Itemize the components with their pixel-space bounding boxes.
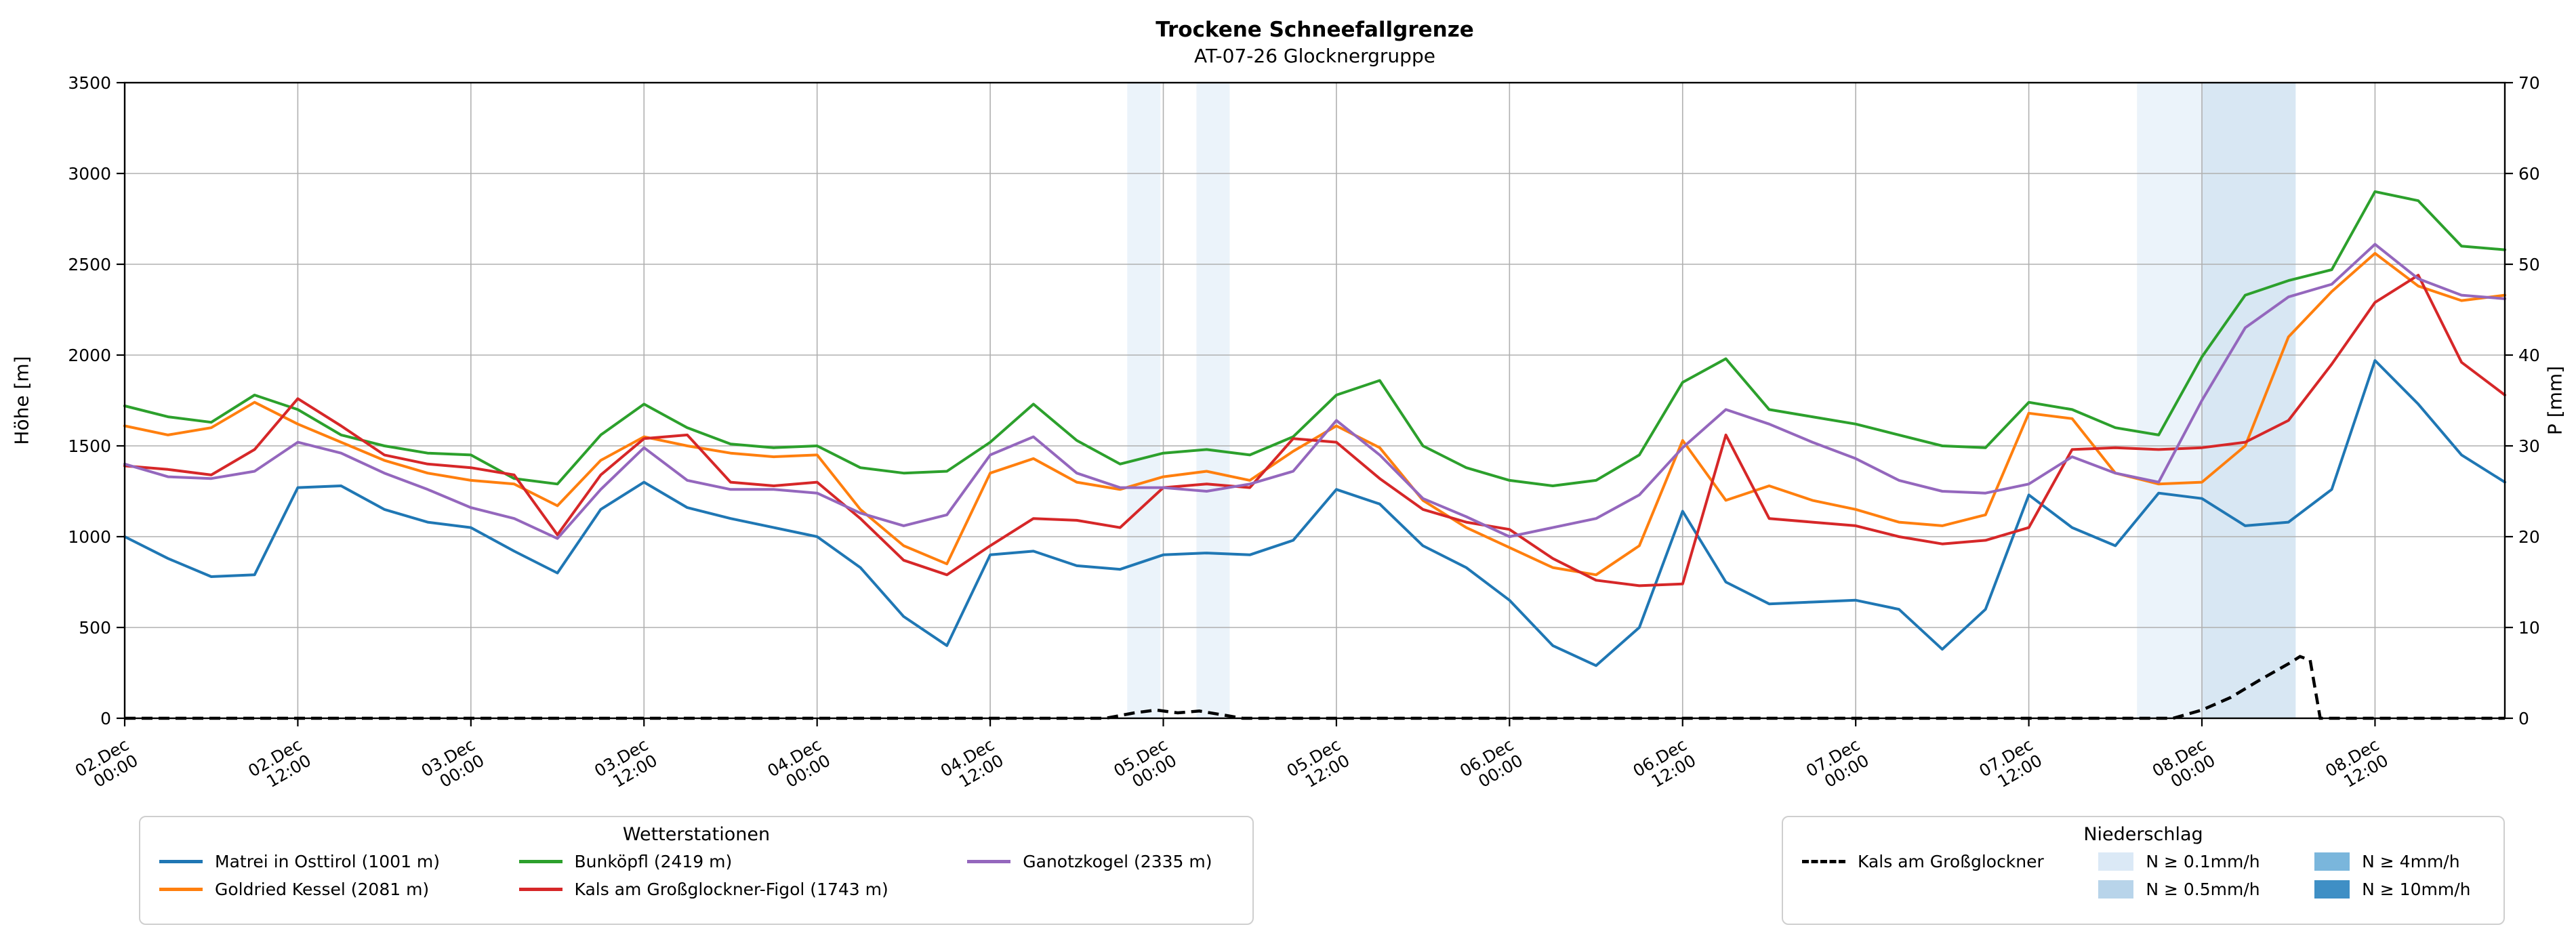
series-line-ganotzkogel-2335-m xyxy=(123,243,2506,540)
y-left-tick-label: 1500 xyxy=(68,436,111,456)
line-swatch-orange xyxy=(159,888,203,891)
x-tick-label: 04.Dec00:00 xyxy=(764,735,834,797)
y-left-tick-label: 500 xyxy=(79,618,111,638)
y-right-tick-label: 20 xyxy=(2518,527,2540,547)
y-left-tick-label: 2000 xyxy=(68,346,111,365)
y-left-tick-label: 2500 xyxy=(68,255,111,274)
chart-subtitle: AT-07-26 Glocknergruppe xyxy=(1194,45,1435,67)
legend-label: Goldried Kessel (2081 m) xyxy=(215,880,430,899)
y-right-tick-label: 0 xyxy=(2518,709,2529,728)
x-tick-label: 05.Dec12:00 xyxy=(1284,735,1353,797)
x-tick-label: 08.Dec00:00 xyxy=(2149,735,2219,797)
patch-swatch-n4 xyxy=(2314,852,2350,871)
y-left-tick-label: 0 xyxy=(100,709,111,728)
y-right-tick-label: 50 xyxy=(2518,255,2540,274)
legend-weather-stations: Wetterstationen Matrei in Osttirol (1001… xyxy=(139,816,1254,925)
series-line-matrei-in-osttirol-1001-m xyxy=(123,359,2506,667)
legend-stations-grid: Matrei in Osttirol (1001 m) Bunköpfl (24… xyxy=(159,852,1233,899)
y-right-tick-label: 30 xyxy=(2518,436,2540,456)
legend-label: Ganotzkogel (2335 m) xyxy=(1023,852,1212,871)
series-line-kals-am-gro-glockner-figol-1743-m xyxy=(123,274,2506,587)
y-right-tick-label: 40 xyxy=(2518,346,2540,365)
legend-label: N ≥ 4mm/h xyxy=(2362,852,2460,871)
x-tick-label: 08.Dec12:00 xyxy=(2322,735,2392,797)
precip-band xyxy=(2137,83,2203,718)
legend-item-ganotzkogel: Ganotzkogel (2335 m) xyxy=(967,852,1233,871)
legend-label: N ≥ 0.1mm/h xyxy=(2146,852,2260,871)
legend-precip-grid: Kals am Großglockner N ≥ 0.1mm/h N ≥ 4mm… xyxy=(1802,852,2485,899)
x-tick-label: 02.Dec12:00 xyxy=(245,735,314,797)
series-line-bunk-pfl-2419-m xyxy=(123,190,2506,487)
legend-item-bunkoepfl: Bunköpfl (2419 m) xyxy=(518,852,910,871)
y-left-tick-label: 3000 xyxy=(68,164,111,184)
series-lines xyxy=(123,190,2506,667)
legend-item-kals-figol: Kals am Großglockner-Figol (1743 m) xyxy=(518,880,910,899)
tick-marks xyxy=(117,81,2513,726)
chart-title: Trockene Schneefallgrenze xyxy=(1156,18,1474,42)
legend-precip-title: Niederschlag xyxy=(2083,824,2203,845)
precip-dashed-line xyxy=(125,655,2505,720)
line-swatch-blue xyxy=(159,860,203,863)
legend-item-matrei: Matrei in Osttirol (1001 m) xyxy=(159,852,462,871)
precip-band xyxy=(1127,83,1161,718)
grid xyxy=(124,82,2505,719)
legend-label: N ≥ 10mm/h xyxy=(2362,880,2471,899)
y-left-tick-label: 1000 xyxy=(68,527,111,547)
legend-label: Kals am Großglockner xyxy=(1858,852,2044,871)
x-tick-label: 06.Dec12:00 xyxy=(1629,735,1699,797)
y-right-tick-label: 70 xyxy=(2518,73,2540,93)
patch-swatch-n05 xyxy=(2098,880,2134,899)
y-left-tick-label: 3500 xyxy=(68,73,111,93)
patch-swatch-n10 xyxy=(2314,880,2350,899)
x-tick-label: 07.Dec00:00 xyxy=(1803,735,1873,797)
x-tick-label: 07.Dec12:00 xyxy=(1976,735,2045,797)
legend-label: Matrei in Osttirol (1001 m) xyxy=(215,852,441,871)
legend-item-kals-precip: Kals am Großglockner xyxy=(1802,852,2058,871)
legend-precipitation: Niederschlag Kals am Großglockner N ≥ 0.… xyxy=(1782,816,2505,925)
y-right-tick-label: 10 xyxy=(2518,618,2540,638)
legend-item-goldried: Goldried Kessel (2081 m) xyxy=(159,880,462,899)
legend-item-n4: N ≥ 4mm/h xyxy=(2314,852,2485,871)
patch-swatch-n01 xyxy=(2098,852,2134,871)
y-right-tick-label: 60 xyxy=(2518,164,2540,184)
precip-bands xyxy=(1127,83,2296,718)
line-swatch-red xyxy=(518,888,563,891)
precip-band xyxy=(2202,83,2296,718)
series-line-goldried-kessel-2081-m xyxy=(123,251,2506,577)
x-tick-label: 05.Dec00:00 xyxy=(1110,735,1180,797)
dashed-line-swatch xyxy=(1802,860,1845,863)
legend-label: Bunköpfl (2419 m) xyxy=(574,852,733,871)
legend-label: N ≥ 0.5mm/h xyxy=(2146,880,2260,899)
precip-band xyxy=(1196,83,1230,718)
x-tick-label: 04.Dec12:00 xyxy=(937,735,1007,797)
x-tick-label: 03.Dec12:00 xyxy=(591,735,661,797)
x-tick-label: 02.Dec00:00 xyxy=(72,735,142,797)
legend-item-n05: N ≥ 0.5mm/h xyxy=(2098,880,2274,899)
x-tick-label: 03.Dec00:00 xyxy=(418,735,488,797)
line-swatch-purple xyxy=(967,860,1011,863)
legend-item-n01: N ≥ 0.1mm/h xyxy=(2098,852,2274,871)
legend-label: Kals am Großglockner-Figol (1743 m) xyxy=(574,880,888,899)
plot-border xyxy=(123,81,2506,720)
line-swatch-green xyxy=(518,860,563,863)
legend-item-n10: N ≥ 10mm/h xyxy=(2314,880,2485,899)
x-tick-label: 06.Dec00:00 xyxy=(1456,735,1526,797)
legend-stations-title: Wetterstationen xyxy=(622,824,771,845)
